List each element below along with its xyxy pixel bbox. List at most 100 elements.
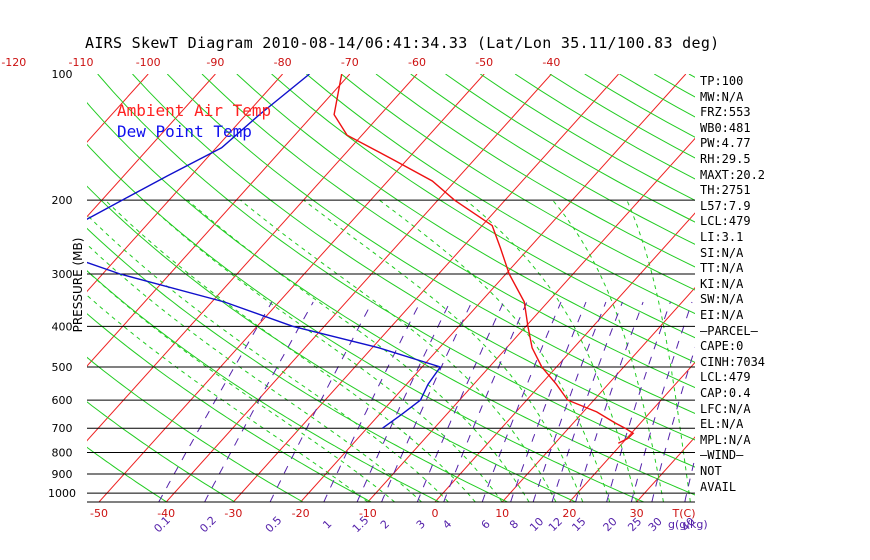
legend-dew-point-temp: Dew Point Temp xyxy=(117,122,252,141)
mixing-ratio-line xyxy=(510,301,587,502)
bottom-temp-tick-label: -50 xyxy=(90,507,108,520)
bottom-temp-tick-label: 30 xyxy=(630,507,644,520)
isotherm-line xyxy=(636,436,695,502)
moist-adiabat-line xyxy=(142,199,503,502)
top-temp-tick-label: -90 xyxy=(206,56,224,69)
mixing-ratio-tick-label: 2 xyxy=(378,517,392,531)
dry-adiabat-line xyxy=(97,74,695,468)
mixing-ratio-unit-label: g(g/kg) xyxy=(668,518,708,531)
moist-adiabat-line xyxy=(104,199,476,502)
index-item: CAPE:0 xyxy=(700,339,744,354)
dry-adiabat-line xyxy=(87,446,168,502)
isotherm-line xyxy=(838,74,870,502)
isotherm-line xyxy=(87,74,283,293)
mixing-ratio-line xyxy=(606,301,671,502)
dry-adiabat-line xyxy=(201,74,695,389)
index-item: RH:29.5 xyxy=(700,152,751,166)
index-item: LI:3.1 xyxy=(700,230,744,244)
top-temp-tick-label: -120 xyxy=(1,56,26,69)
index-item: CAP:0.4 xyxy=(700,386,751,400)
index-item: CINH:7034 xyxy=(700,354,766,369)
top-temp-tick-label: -70 xyxy=(341,56,359,69)
mixing-ratio-line xyxy=(575,301,644,502)
isotherm-line xyxy=(569,361,695,502)
dry-adiabat-line xyxy=(87,143,644,502)
bottom-temp-tick-label: 0 xyxy=(432,507,439,520)
y-axis-label: PRESSURE (MB) xyxy=(71,238,85,333)
isotherm-line xyxy=(87,74,418,442)
mixing-ratio-tick-label: 20 xyxy=(601,515,620,534)
dry-adiabat-line xyxy=(340,74,695,291)
dry-adiabat-line xyxy=(271,74,695,339)
pressure-tick-label: 900 xyxy=(52,468,73,481)
bottom-temp-tick-label: 20 xyxy=(562,507,576,520)
dry-adiabat-line xyxy=(87,185,576,502)
dry-adiabat-line xyxy=(306,74,695,315)
mixing-ratio-line xyxy=(443,301,528,502)
bottom-temp-tick-label: 10 xyxy=(495,507,509,520)
dewpoint-line xyxy=(87,74,442,429)
pressure-tick-label: 500 xyxy=(52,361,73,374)
isotherm-line xyxy=(367,137,695,502)
isotherm-line xyxy=(771,74,870,502)
legend-ambient-air-temp: Ambient Air Temp xyxy=(117,101,272,120)
chart-title: AIRS SkewT Diagram 2010-08-14/06:41:34.3… xyxy=(85,34,720,52)
mixing-ratio-tick-label: 0.2 xyxy=(197,514,219,536)
dry-adiabat-line xyxy=(87,227,508,502)
mixing-ratio-line xyxy=(551,301,623,502)
index-item: TP:100 xyxy=(700,74,744,88)
mixing-ratio-line xyxy=(532,301,607,502)
index-item: MW:N/A xyxy=(700,89,744,104)
isotherm-line xyxy=(434,212,695,502)
moist-adiabat-line xyxy=(303,199,584,502)
mixing-ratio-line xyxy=(684,456,695,502)
index-item: PW:4.77 xyxy=(700,136,751,151)
index-item: FRZ:553 xyxy=(700,105,751,120)
isotherm-line xyxy=(0,74,14,502)
index-item: L57:7.9 xyxy=(700,198,751,213)
dry-adiabat-line xyxy=(759,74,870,502)
mixing-ratio-tick-label: 4 xyxy=(440,517,454,531)
top-temp-tick-label: -60 xyxy=(408,56,426,69)
mixing-ratio-tick-label: 30 xyxy=(646,515,665,534)
top-temp-tick-label: -100 xyxy=(136,56,161,69)
index-item: —WIND— xyxy=(700,448,744,463)
dry-adiabat-line xyxy=(863,74,870,502)
moist-adiabat-line xyxy=(240,199,557,502)
isotherm-line xyxy=(0,74,81,502)
moist-adiabat-line xyxy=(87,243,422,502)
mixing-ratio-tick-label: 1 xyxy=(320,517,334,531)
index-item: SW:N/A xyxy=(700,292,744,307)
moist-adiabat-line xyxy=(87,214,449,502)
top-temp-tick-label: -50 xyxy=(475,56,493,69)
dry-adiabat-line xyxy=(87,313,372,502)
bottom-temp-tick-label: -30 xyxy=(224,507,242,520)
index-item: LCL:479 xyxy=(700,370,751,385)
moist-adiabat-line xyxy=(626,200,691,502)
dry-adiabat-line xyxy=(132,74,695,441)
dry-adiabat-line xyxy=(410,74,695,245)
pressure-tick-label: 400 xyxy=(52,320,73,333)
moist-adiabat-line xyxy=(379,199,611,502)
mixing-ratio-tick-label: 6 xyxy=(479,517,493,531)
mixing-ratio-line xyxy=(158,301,273,502)
index-item: MPL:N/A xyxy=(700,432,751,447)
pressure-tick-label: 800 xyxy=(52,447,73,460)
moist-adiabat-line xyxy=(552,199,664,502)
dry-adiabat-line xyxy=(793,74,870,502)
dry-adiabat-line xyxy=(514,74,695,180)
mixing-ratio-line xyxy=(651,346,695,502)
index-item: AVAIL xyxy=(700,479,737,494)
index-item: TH:2751 xyxy=(700,183,751,198)
mixing-ratio-tick-label: 0.5 xyxy=(263,514,285,536)
pressure-tick-label: 1000 xyxy=(48,487,76,500)
mixing-ratio-tick-label: 3 xyxy=(414,517,428,531)
isotherm-line xyxy=(87,74,216,218)
mixing-ratio-line xyxy=(481,301,562,502)
top-temp-tick-label: -110 xyxy=(69,56,94,69)
isotherm-line xyxy=(98,74,485,502)
index-item: WB0:481 xyxy=(700,120,751,135)
moist-adiabat-line xyxy=(187,199,530,502)
moist-adiabat-line xyxy=(465,199,638,502)
